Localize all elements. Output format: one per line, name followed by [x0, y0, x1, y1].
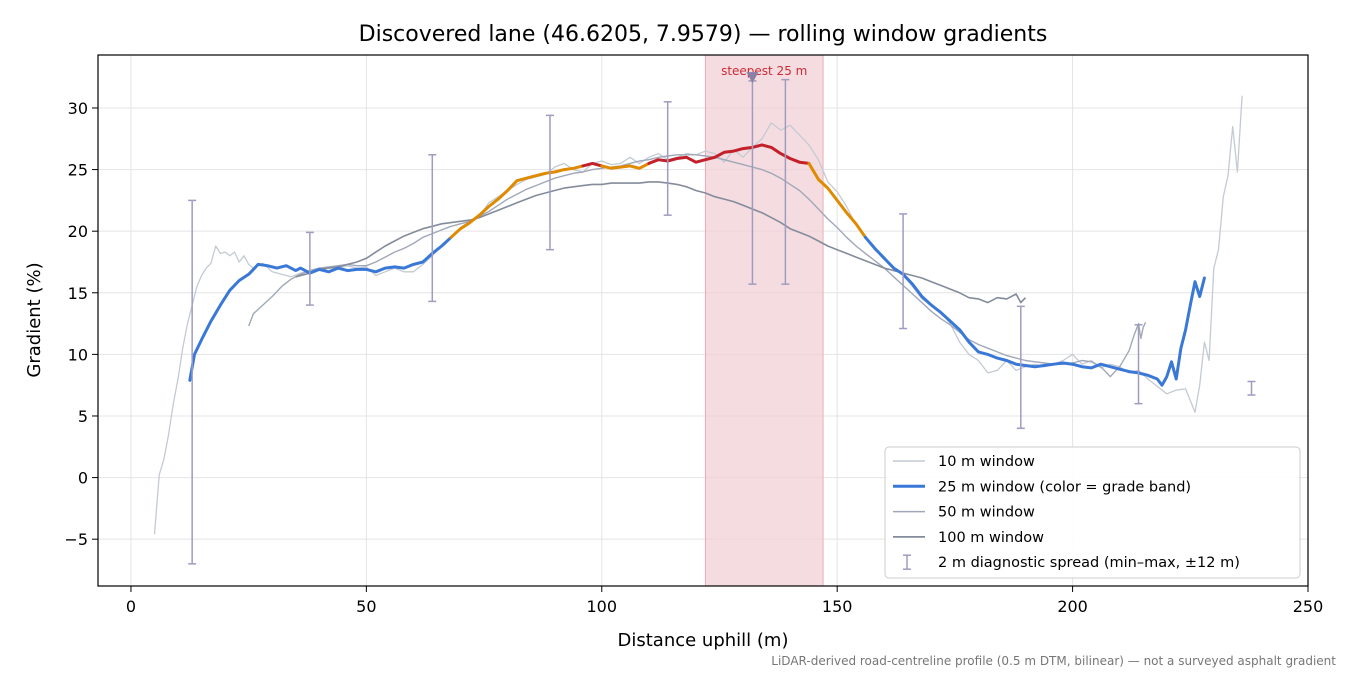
error-bar — [428, 154, 437, 303]
x-tick-label: 0 — [126, 597, 136, 616]
steepest-label: steepest 25 m — [721, 64, 807, 78]
error-bar — [545, 114, 554, 251]
y-tick-label: 0 — [78, 469, 88, 488]
markers — [746, 72, 759, 84]
y-tick-label: −5 — [64, 530, 88, 549]
y-tick-label: 10 — [68, 345, 88, 364]
y-axis-label: Gradient (%) — [24, 262, 45, 377]
steepest-marker — [746, 72, 759, 84]
series-line-w25-orange — [807, 161, 867, 239]
y-tick-label: 15 — [68, 284, 88, 303]
legend-item: 50 m window — [893, 505, 1035, 521]
legend-item: 25 m window (color = grade band) — [893, 479, 1191, 495]
axis-ticks: 0 50 100 150 200 250 −5 0 5 10 15 20 25 30 — [64, 99, 1323, 616]
legend: 10 m window 25 m window (color = grade ba… — [884, 446, 1301, 579]
x-tick-label: 100 — [587, 597, 618, 616]
error-bar — [1247, 380, 1256, 396]
error-bar — [781, 78, 790, 285]
footnote: LiDAR-derived road-centreline profile (0… — [771, 654, 1336, 668]
y-tick-label: 25 — [68, 161, 88, 180]
legend-box — [884, 446, 1301, 579]
chart-title: Discovered lane (46.6205, 7.9579) — roll… — [359, 22, 1048, 47]
y-tick-label: 20 — [68, 222, 88, 241]
legend-item: 100 m window — [893, 530, 1044, 546]
legend-label: 25 m window (color = grade band) — [938, 479, 1191, 495]
legend-item: 10 m window — [893, 454, 1035, 470]
x-tick-label: 250 — [1293, 597, 1324, 616]
error-bar — [663, 101, 672, 216]
x-tick-label: 200 — [1057, 597, 1088, 616]
steepest-band — [704, 54, 824, 587]
series-line-w25-red — [581, 161, 604, 168]
plot-frame — [97, 54, 1309, 587]
legend-label: 2 m diagnostic spread (min–max, ±12 m) — [938, 555, 1240, 571]
legend-label: 10 m window — [938, 454, 1035, 470]
legend-label: 100 m window — [938, 530, 1044, 546]
error-bars — [188, 78, 1256, 565]
error-bar — [899, 213, 908, 330]
x-tick-label: 50 — [356, 597, 376, 616]
y-tick-label: 30 — [68, 99, 88, 118]
error-bar — [1016, 305, 1025, 430]
series-line-w25-blue — [863, 235, 1206, 387]
series-line-w25-red — [647, 143, 811, 165]
error-bar — [188, 199, 197, 565]
x-tick-label: 150 — [822, 597, 853, 616]
error-bar — [1134, 324, 1143, 405]
legend-label: 50 m window — [938, 505, 1035, 521]
series-line-w25-orange — [600, 161, 651, 170]
series-line-w25-orange — [449, 164, 585, 239]
legend-item: 2 m diagnostic spread (min–max, ±12 m) — [903, 554, 1240, 571]
error-bar — [305, 231, 314, 306]
steepest-highlight: steepest 25 m — [704, 54, 824, 587]
x-axis-label: Distance uphill (m) — [618, 630, 789, 651]
y-tick-label: 5 — [78, 407, 88, 426]
